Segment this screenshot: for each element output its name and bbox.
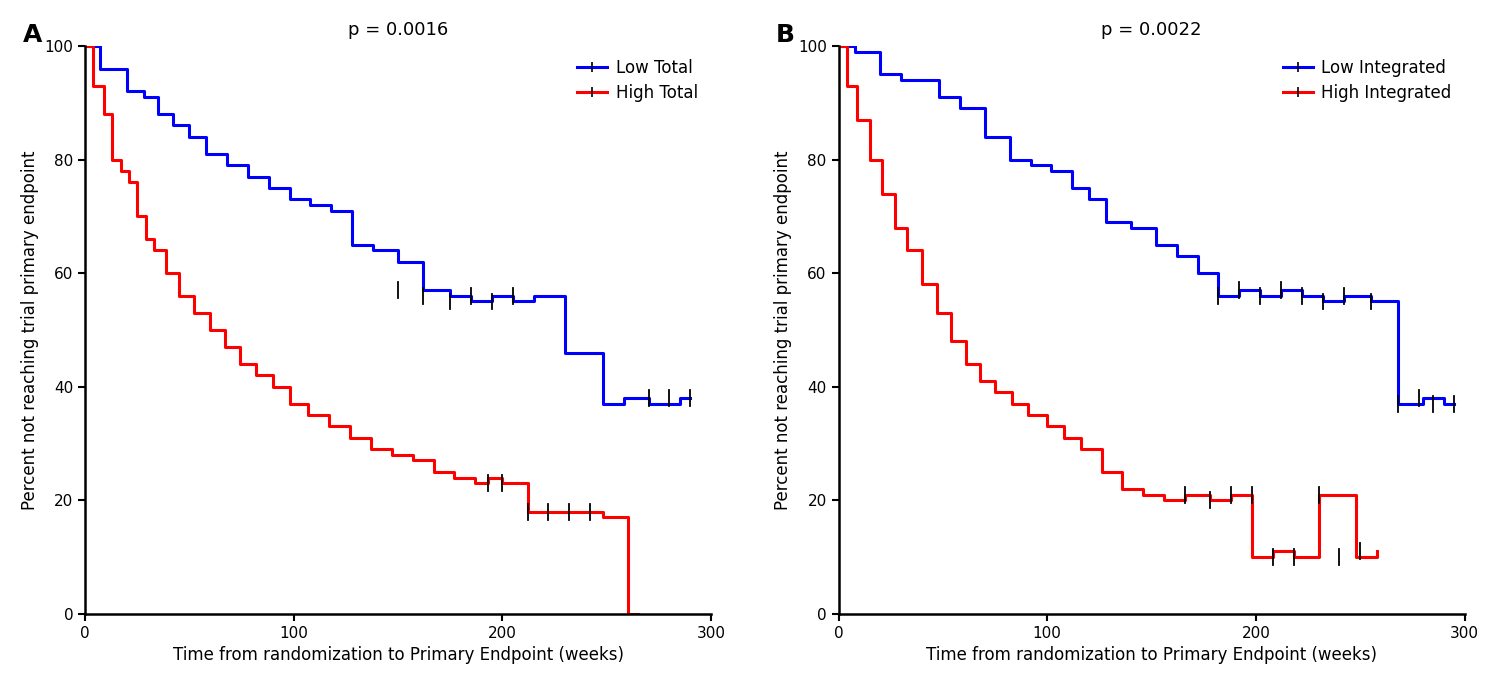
X-axis label: Time from randomization to Primary Endpoint (weeks): Time from randomization to Primary Endpo…: [926, 646, 1377, 664]
Y-axis label: Percent not reaching trial primary endpoint: Percent not reaching trial primary endpo…: [21, 150, 39, 510]
Legend: Low Total, High Total: Low Total, High Total: [573, 54, 704, 107]
Legend: Low Integrated, High Integrated: Low Integrated, High Integrated: [1278, 54, 1456, 107]
X-axis label: Time from randomization to Primary Endpoint (weeks): Time from randomization to Primary Endpo…: [172, 646, 624, 664]
Y-axis label: Percent not reaching trial primary endpoint: Percent not reaching trial primary endpo…: [774, 150, 792, 510]
Text: A: A: [22, 23, 42, 47]
Text: B: B: [776, 23, 795, 47]
Title: p = 0.0016: p = 0.0016: [348, 21, 448, 39]
Title: p = 0.0022: p = 0.0022: [1101, 21, 1202, 39]
